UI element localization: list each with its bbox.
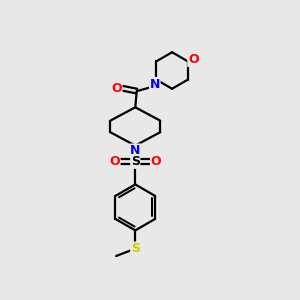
- Text: O: O: [151, 155, 161, 168]
- Text: S: S: [131, 155, 140, 168]
- Text: O: O: [188, 53, 199, 66]
- Text: N: N: [130, 144, 140, 157]
- Text: S: S: [131, 242, 140, 255]
- Text: O: O: [110, 155, 120, 168]
- Text: N: N: [150, 77, 160, 91]
- Text: O: O: [111, 82, 122, 95]
